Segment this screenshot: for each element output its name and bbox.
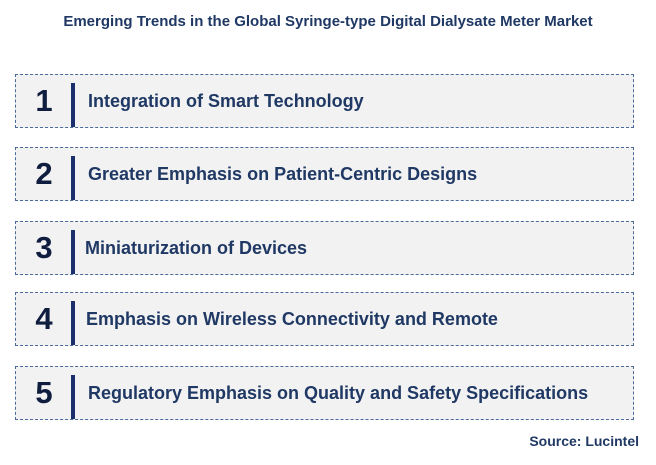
chart-title: Emerging Trends in the Global Syringe-ty… xyxy=(63,13,593,30)
trend-item-1: 1 Integration of Smart Technology xyxy=(15,74,634,128)
trend-number: 2 xyxy=(35,156,53,191)
trend-number: 5 xyxy=(35,375,53,410)
trend-divider xyxy=(71,375,75,419)
trend-label: Greater Emphasis on Patient-Centric Desi… xyxy=(88,163,478,184)
trend-label: Emphasis on Wireless Connectivity and Re… xyxy=(86,308,498,329)
trend-label: Miniaturization of Devices xyxy=(85,237,308,258)
trend-number: 4 xyxy=(35,301,53,336)
trend-item-5: 5 Regulatory Emphasis on Quality and Saf… xyxy=(15,366,634,420)
trend-item-3: 3 Miniaturization of Devices xyxy=(15,221,634,275)
trend-label: Integration of Smart Technology xyxy=(88,90,364,111)
trend-divider xyxy=(71,230,75,274)
trend-item-2: 2 Greater Emphasis on Patient-Centric De… xyxy=(15,147,634,201)
trend-label: Regulatory Emphasis on Quality and Safet… xyxy=(88,382,589,403)
trend-divider xyxy=(71,83,75,127)
trend-item-4: 4 Emphasis on Wireless Connectivity and … xyxy=(15,292,634,346)
trend-number: 3 xyxy=(35,230,53,265)
trend-divider xyxy=(71,156,75,200)
source-credit: Source: Lucintel xyxy=(529,433,639,449)
trend-number: 1 xyxy=(35,83,53,118)
trend-divider xyxy=(71,301,75,345)
